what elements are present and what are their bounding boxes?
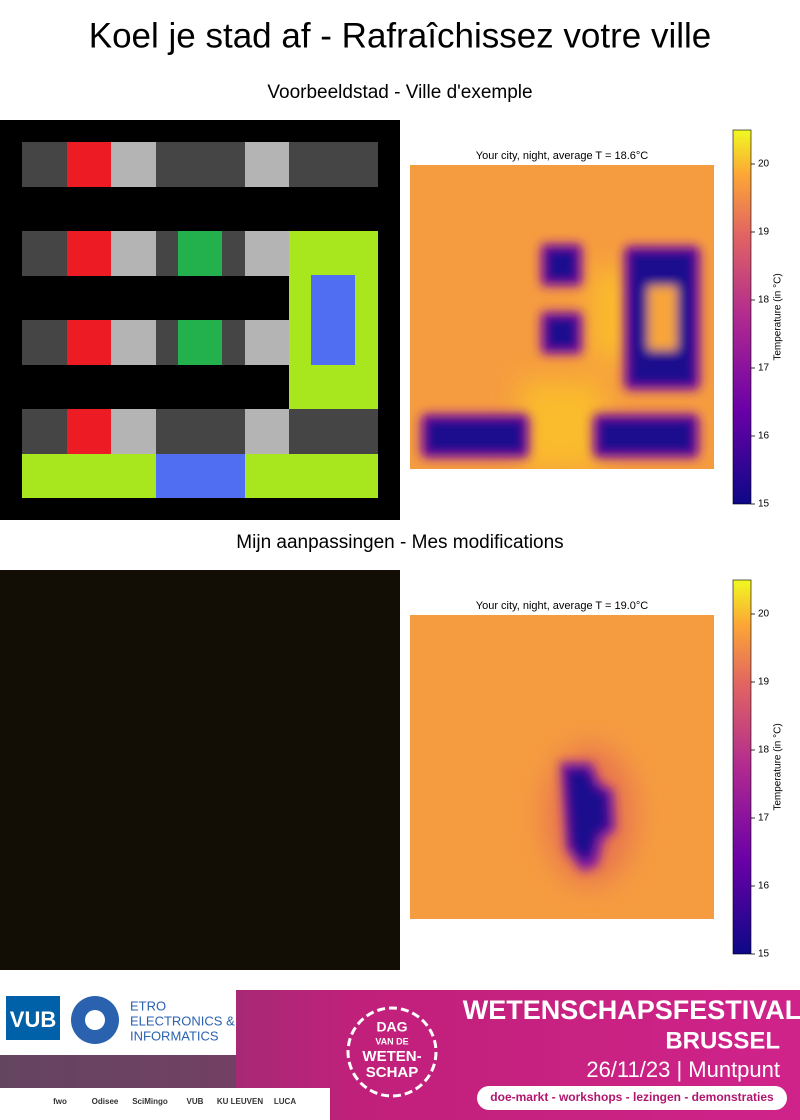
page-title: Koel je stad af - Rafraîchissez votre vi… [89,16,711,55]
etro-text: INFORMATICS [130,1028,219,1043]
colorbar-ticks: 15 16 17 18 19 20 [751,609,770,960]
tick-label: 15 [758,949,770,960]
partner-logo: LUCA [274,1097,296,1106]
tick-label: 17 [758,813,770,824]
tick-label: 16 [758,881,770,892]
tick-label: 17 [758,363,770,374]
badge-text: VAN DE [375,1036,408,1046]
colorbar-ticks: 15 16 17 18 19 20 [751,159,770,510]
festival-date: 26/11/23 | Muntpunt [586,1057,780,1082]
drawing-canvas[interactable] [0,570,400,970]
badge-text: SCHAP [366,1064,419,1081]
partner-logo: KU LEUVEN [217,1097,263,1106]
etro-logo-core [85,1010,105,1030]
vub-logo [6,996,60,1040]
heatmap-title: Your city, night, average T = 19.0°C [476,600,649,612]
partner-logo: VUB [187,1097,204,1106]
tick-label: 16 [758,431,770,442]
festival-city: BRUSSEL [665,1027,780,1054]
colorbar-label: Temperature (in °C) [773,273,784,360]
tick-label: 15 [758,499,770,510]
vub-text: VUB [10,1007,56,1032]
section-subtitle: Mijn aanpassingen - Mes modifications [236,532,563,553]
tick-label: 18 [758,745,770,756]
map-cells [22,142,378,498]
tick-label: 20 [758,159,770,170]
partner-logos: fwo Odisee SciMingo VUB KU LEUVEN LUCA [53,1097,296,1106]
city-map[interactable] [0,120,400,520]
tick-label: 19 [758,227,770,238]
colorbar-label: Temperature (in °C) [773,723,784,810]
section-subtitle: Voorbeeldstad - Ville d'exemple [267,82,532,103]
tick-label: 20 [758,609,770,620]
tagline-box [477,1086,787,1110]
tagline: doe-markt - workshops - lezingen - demon… [490,1090,774,1104]
etro-text: ETRO [130,998,166,1013]
partner-strip [0,1088,330,1120]
banner: VUB ETRO ELECTRONICS & INFORMATICS fwo Od… [0,990,800,1120]
etro-text: ELECTRONICS & [130,1013,235,1028]
partner-logo: fwo [53,1097,67,1106]
partner-logo: Odisee [92,1097,119,1106]
badge-text: DAG [376,1019,407,1035]
heatmap [410,165,714,469]
heatmap [410,615,714,919]
partner-logo: SciMingo [132,1097,168,1106]
festival-title: WETENSCHAPSFESTIVAL [463,995,800,1025]
colorbar [732,579,752,955]
colorbar [732,129,752,505]
tick-label: 18 [758,295,770,306]
tick-label: 19 [758,677,770,688]
badge-text: WETEN- [362,1048,421,1065]
heatmap-title: Your city, night, average T = 18.6°C [476,150,649,162]
badge [346,1006,438,1098]
